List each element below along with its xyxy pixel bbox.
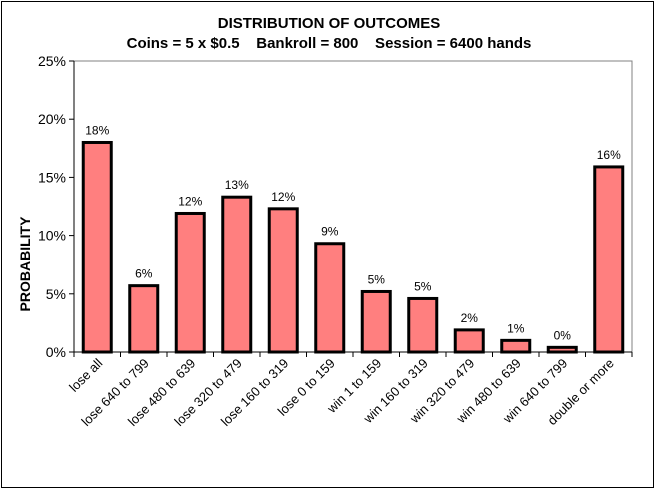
- y-tick-label: 5%: [46, 286, 66, 302]
- data-label: 5%: [414, 279, 432, 293]
- data-label: 9%: [321, 225, 339, 239]
- bar: [314, 242, 346, 354]
- chart-subtitle: Coins = 5 x $0.5 Bankroll = 800 Session …: [127, 35, 532, 52]
- data-label: 12%: [178, 194, 202, 208]
- y-tick-label: 15%: [38, 169, 66, 185]
- data-label: 0%: [554, 328, 572, 342]
- y-tick-label: 10%: [38, 228, 66, 244]
- bar: [174, 211, 206, 354]
- x-tick-label: lose all: [66, 355, 105, 394]
- y-tick-label: 20%: [38, 111, 66, 127]
- data-label: 1%: [507, 321, 525, 335]
- y-tick-label: 0%: [46, 344, 66, 360]
- data-label: 5%: [368, 272, 386, 286]
- chart-frame: DISTRIBUTION OF OUTCOMES Coins = 5 x $0.…: [1, 1, 654, 488]
- bar: [407, 296, 439, 354]
- bar: [221, 195, 253, 354]
- bar: [360, 289, 392, 354]
- data-label: 18%: [85, 123, 109, 137]
- bar: [267, 207, 299, 354]
- bar: [546, 345, 578, 354]
- y-axis-label: PROBABILITY: [17, 216, 33, 312]
- data-label: 12%: [271, 190, 295, 204]
- outcome-distribution-chart: DISTRIBUTION OF OUTCOMES Coins = 5 x $0.…: [17, 15, 633, 429]
- chart-title: DISTRIBUTION OF OUTCOMES: [218, 15, 441, 32]
- bar: [128, 284, 160, 354]
- y-tick-label: 25%: [38, 53, 66, 69]
- data-label: 16%: [597, 148, 621, 162]
- data-label: 6%: [135, 267, 153, 281]
- bar: [81, 140, 113, 354]
- bar: [500, 338, 532, 354]
- data-label: 2%: [461, 311, 479, 325]
- data-label: 13%: [225, 178, 249, 192]
- bar: [453, 328, 485, 354]
- bar: [593, 165, 625, 354]
